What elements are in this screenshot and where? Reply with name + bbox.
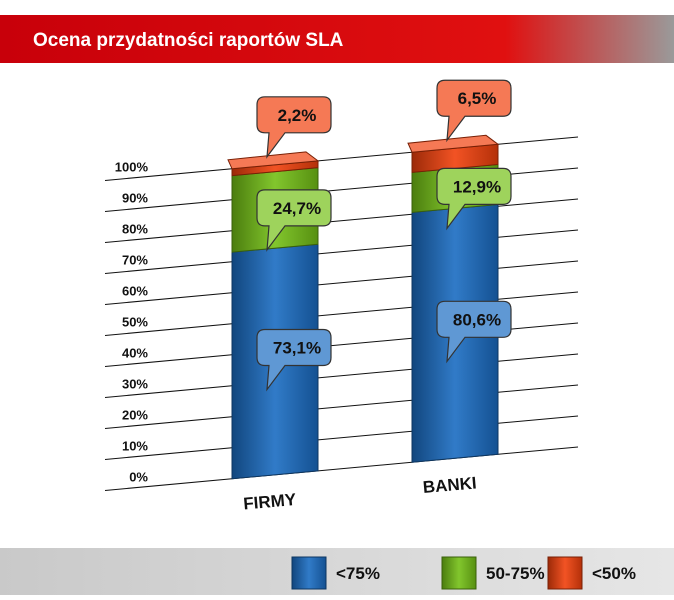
y-tick-label: 50% bbox=[122, 315, 148, 330]
grid-line bbox=[105, 230, 578, 274]
grid-line bbox=[105, 199, 578, 243]
grid-line bbox=[105, 416, 578, 460]
data-label: 6,5% bbox=[458, 89, 497, 108]
y-tick-label: 80% bbox=[122, 222, 148, 237]
y-tick-label: 70% bbox=[122, 253, 148, 268]
y-tick-label: 100% bbox=[115, 160, 149, 175]
data-callout: 6,5% bbox=[437, 80, 511, 140]
chart-title: Ocena przydatności raportów SLA bbox=[33, 30, 344, 51]
y-tick-label: 40% bbox=[122, 346, 148, 361]
data-label: 24,7% bbox=[273, 199, 321, 218]
legend-swatch bbox=[292, 557, 326, 589]
y-tick-label: 30% bbox=[122, 377, 148, 392]
grid-line bbox=[105, 447, 578, 491]
chart: Ocena przydatności raportów SLA 0% 10% 20%… bbox=[0, 0, 674, 595]
grid-line bbox=[105, 354, 578, 398]
y-tick-label: 20% bbox=[122, 408, 148, 423]
x-tick-label: FIRMY bbox=[243, 490, 298, 514]
data-callout: 2,2% bbox=[257, 97, 331, 157]
grid-line bbox=[105, 261, 578, 305]
x-tick-label: BANKI bbox=[422, 473, 477, 497]
data-label: 12,9% bbox=[453, 177, 501, 196]
grid-line bbox=[105, 385, 578, 429]
y-tick-label: 0% bbox=[129, 470, 148, 485]
data-label: 2,2% bbox=[278, 106, 317, 125]
legend-label: 50-75% bbox=[486, 564, 545, 583]
legend-swatch bbox=[548, 557, 582, 589]
legend-swatch bbox=[442, 557, 476, 589]
legend-label: <75% bbox=[336, 564, 380, 583]
y-tick-label: 10% bbox=[122, 439, 148, 454]
y-tick-label: 60% bbox=[122, 284, 148, 299]
y-tick-label: 90% bbox=[122, 191, 148, 206]
legend-label: <50% bbox=[592, 564, 636, 583]
data-label: 80,6% bbox=[453, 310, 501, 329]
data-label: 73,1% bbox=[273, 338, 321, 357]
